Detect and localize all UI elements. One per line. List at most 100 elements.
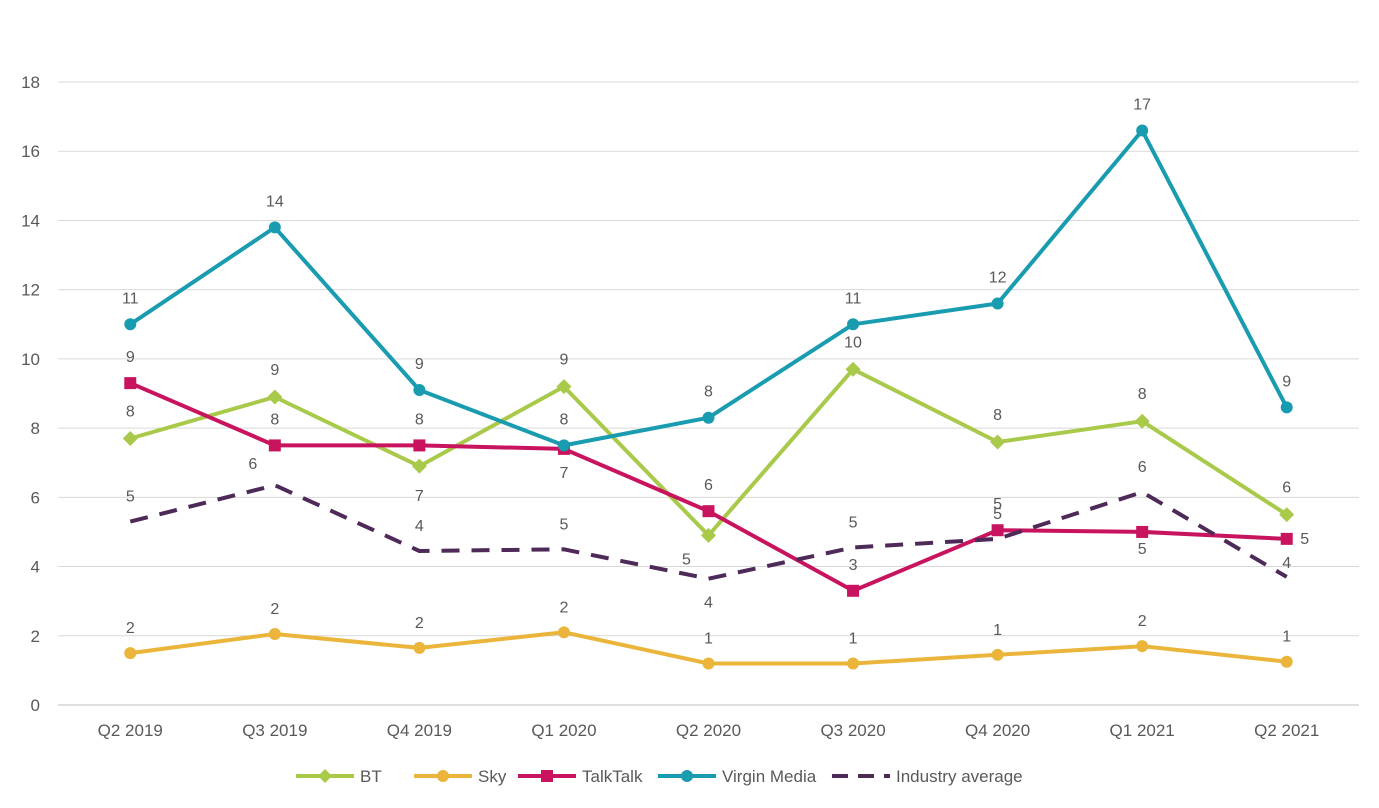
data-label-virgin-media-7: 17	[1133, 96, 1151, 113]
x-tick-label-6: Q4 2020	[965, 721, 1030, 740]
data-label-talktalk-8: 5	[1300, 531, 1309, 548]
data-label-sky-0: 2	[126, 620, 135, 637]
marker-virgin-media-4	[702, 411, 715, 424]
data-label-industry-average-7: 6	[1138, 459, 1147, 476]
y-tick-label-9: 18	[21, 73, 40, 92]
marker-bt-3	[556, 379, 572, 395]
data-label-bt-2: 7	[415, 488, 424, 505]
marker-sky-1	[268, 628, 281, 641]
marker-sky-6	[991, 648, 1004, 661]
legend-label-industry-average: Industry average	[896, 767, 1023, 786]
marker-sky-0	[124, 647, 137, 660]
marker-talktalk-6	[991, 524, 1004, 537]
y-tick-label-3: 6	[31, 488, 40, 507]
series-markers	[122, 124, 1295, 670]
data-label-sky-7: 2	[1138, 613, 1147, 630]
data-label-talktalk-4: 6	[704, 477, 713, 494]
marker-virgin-media-7	[1136, 124, 1149, 137]
data-label-industry-average-8: 4	[1282, 555, 1291, 572]
data-label-sky-5: 1	[849, 630, 858, 647]
marker-bt-4	[701, 527, 716, 543]
data-label-industry-average-1: 6	[248, 456, 257, 473]
x-tick-label-2: Q4 2019	[387, 721, 452, 740]
data-label-industry-average-5: 5	[849, 515, 858, 532]
y-tick-label-4: 8	[31, 419, 40, 438]
legend-label-virgin-media: Virgin Media	[722, 767, 817, 786]
marker-virgin-media-1	[268, 221, 281, 234]
marker-virgin-media-2	[413, 384, 426, 397]
marker-sky-2	[413, 641, 426, 654]
data-label-bt-5: 10	[844, 334, 862, 351]
legend-label-bt: BT	[360, 767, 382, 786]
data-label-virgin-media-4: 8	[704, 384, 713, 401]
data-label-talktalk-3: 7	[559, 465, 568, 482]
y-tick-label-5: 10	[21, 350, 40, 369]
legend-marker-bt	[318, 769, 332, 783]
marker-talktalk-8	[1280, 532, 1293, 545]
data-label-bt-0: 8	[126, 403, 135, 420]
data-label-talktalk-2: 8	[415, 411, 424, 428]
data-label-industry-average-6: 5	[993, 506, 1002, 523]
data-label-sky-1: 2	[270, 601, 279, 618]
data-label-virgin-media-3: 8	[559, 411, 568, 428]
marker-bt-8	[1279, 507, 1295, 523]
data-label-sky-8: 1	[1282, 629, 1291, 646]
x-tick-label-4: Q2 2020	[676, 721, 741, 740]
data-label-industry-average-0: 5	[126, 489, 135, 506]
marker-talktalk-7	[1136, 525, 1149, 538]
marker-virgin-media-6	[991, 297, 1004, 310]
x-tick-label-0: Q2 2019	[98, 721, 163, 740]
x-tick-label-7: Q1 2021	[1110, 721, 1175, 740]
data-label-talktalk-1: 8	[270, 411, 279, 428]
marker-talktalk-4	[702, 505, 715, 518]
data-label-sky-2: 2	[415, 615, 424, 632]
y-tick-label-0: 0	[31, 696, 40, 715]
legend: BT Sky TalkTalk Virgin Media Industry averag…	[296, 767, 1023, 786]
data-label-sky-3: 2	[559, 599, 568, 616]
marker-bt-1	[267, 389, 283, 405]
legend-marker-sky	[437, 770, 449, 782]
marker-virgin-media-5	[847, 318, 860, 331]
data-label-bt-6: 8	[993, 407, 1002, 424]
data-label-talktalk-5: 3	[849, 557, 858, 574]
data-label-bt-7: 8	[1138, 386, 1147, 403]
data-label-industry-average-2: 4	[415, 518, 424, 535]
data-label-bt-1: 9	[270, 362, 279, 379]
data-label-virgin-media-1: 14	[266, 193, 284, 210]
legend-marker-virgin-media	[681, 770, 693, 782]
gridlines	[58, 81, 1359, 637]
marker-sky-8	[1280, 655, 1293, 668]
data-label-bt-8: 6	[1282, 480, 1291, 497]
y-tick-label-2: 4	[31, 558, 40, 577]
marker-virgin-media-8	[1280, 401, 1293, 414]
marker-bt-0	[122, 430, 138, 446]
marker-virgin-media-0	[124, 318, 137, 331]
marker-sky-3	[557, 626, 570, 639]
data-label-industry-average-4: 4	[704, 595, 713, 612]
marker-bt-5	[845, 361, 861, 377]
marker-bt-6	[990, 434, 1006, 450]
marker-talktalk-1	[268, 439, 281, 452]
data-label-industry-average-3: 5	[559, 516, 568, 533]
legend-label-talktalk: TalkTalk	[582, 767, 643, 786]
y-tick-label-8: 16	[21, 142, 40, 161]
legend-marker-talktalk	[541, 770, 553, 782]
marker-virgin-media-3	[557, 439, 570, 452]
y-tick-label-6: 12	[21, 281, 40, 300]
data-label-talktalk-6: 5	[993, 496, 1002, 513]
marker-sky-7	[1136, 640, 1149, 653]
data-label-talktalk-0: 9	[126, 349, 135, 366]
legend-label-sky: Sky	[478, 767, 507, 786]
marker-talktalk-0	[124, 377, 137, 390]
data-label-virgin-media-6: 12	[989, 270, 1007, 287]
data-label-sky-6: 1	[993, 622, 1002, 639]
data-label-bt-4: 5	[682, 551, 691, 568]
x-tick-label-3: Q1 2020	[531, 721, 596, 740]
marker-bt-2	[411, 458, 427, 474]
series-line-industry-average	[129, 483, 1288, 581]
marker-talktalk-2	[413, 439, 426, 452]
